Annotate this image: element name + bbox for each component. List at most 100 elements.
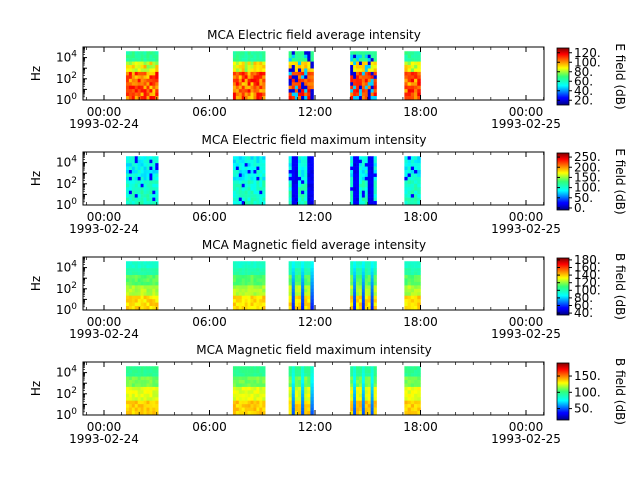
- heat-cell: [131, 92, 136, 97]
- heat-cell: [262, 190, 266, 195]
- heat-cell: [307, 366, 311, 370]
- heat-cell: [310, 373, 314, 377]
- heat-cell: [149, 261, 153, 265]
- heat-cell: [244, 180, 248, 185]
- heat-cell: [140, 397, 144, 401]
- heat-cell: [143, 163, 147, 167]
- heat-cell: [373, 96, 377, 100]
- heat-cell: [350, 407, 354, 412]
- heat-cell: [232, 373, 237, 377]
- heat-cell: [259, 285, 263, 290]
- heat-cell: [307, 295, 311, 300]
- heat-cell: [358, 397, 363, 401]
- heat-cell: [291, 68, 296, 73]
- heat-cell: [134, 376, 138, 381]
- heat-cell: [128, 390, 133, 395]
- heat-cell: [253, 380, 257, 384]
- heat-cell: [297, 299, 302, 303]
- heat-cell: [404, 306, 408, 310]
- heat-cell: [297, 166, 302, 171]
- heat-cell: [310, 268, 314, 272]
- heat-cell: [367, 61, 371, 66]
- heat-cell: [155, 288, 159, 293]
- heat-cell: [134, 268, 138, 272]
- heat-cell: [235, 170, 240, 174]
- heat-cell: [407, 411, 412, 415]
- heat-cell: [244, 54, 248, 59]
- heat-cell: [244, 78, 248, 83]
- heat-cell: [356, 271, 360, 276]
- heat-cell: [350, 71, 354, 76]
- heat-cell: [367, 390, 371, 395]
- heat-cell: [288, 271, 293, 276]
- heat-cell: [262, 65, 266, 69]
- heat-cell: [232, 54, 237, 59]
- heat-cell: [404, 75, 408, 80]
- heat-cell: [414, 380, 418, 384]
- heat-cell: [404, 369, 408, 374]
- data-block-1: [125, 51, 159, 100]
- heat-cell: [140, 295, 144, 300]
- heat-cell: [149, 65, 153, 69]
- heat-cell: [134, 173, 138, 178]
- heat-cell: [256, 281, 260, 286]
- heat-cell: [417, 407, 421, 412]
- heat-cell: [146, 271, 150, 276]
- heat-cell: [137, 78, 141, 83]
- heat-cell: [417, 170, 421, 174]
- heat-cell: [294, 383, 299, 388]
- heat-cell: [232, 156, 237, 160]
- heat-cell: [140, 176, 144, 181]
- heat-cell: [417, 397, 421, 401]
- heat-cell: [410, 194, 415, 198]
- heat-cell: [410, 61, 415, 66]
- heat-cell: [350, 89, 354, 93]
- heat-cell: [410, 170, 415, 174]
- heat-cell: [417, 264, 421, 269]
- heat-cell: [407, 271, 412, 276]
- heat-cell: [134, 306, 138, 310]
- heat-cell: [247, 302, 251, 307]
- heat-cell: [310, 61, 314, 66]
- heat-cell: [232, 61, 237, 66]
- heat-cell: [291, 292, 296, 296]
- heat-cell: [232, 261, 237, 265]
- heat-cell: [250, 61, 254, 66]
- y-tick-label: 100: [56, 197, 77, 212]
- heat-cell: [238, 159, 243, 164]
- heat-cell: [370, 281, 374, 286]
- heat-cell: [235, 383, 240, 388]
- heat-cell: [350, 194, 354, 198]
- heat-cell: [307, 194, 311, 198]
- heat-cell: [140, 400, 144, 405]
- heat-cell: [125, 166, 130, 171]
- heat-cell: [404, 373, 408, 377]
- heat-cell: [304, 404, 308, 408]
- heat-cell: [155, 264, 159, 269]
- heat-cell: [307, 299, 311, 303]
- heat-cell: [134, 393, 138, 398]
- heat-cell: [247, 285, 251, 290]
- heat-cell: [146, 190, 150, 195]
- heat-cell: [131, 54, 136, 59]
- heat-cell: [310, 393, 314, 398]
- heat-cell: [350, 78, 354, 83]
- heat-cell: [241, 302, 245, 307]
- heat-cell: [358, 170, 363, 174]
- heat-cell: [417, 411, 421, 415]
- heat-cell: [235, 306, 240, 310]
- heat-cell: [259, 295, 263, 300]
- heat-cell: [238, 288, 243, 293]
- heat-cell: [294, 82, 299, 86]
- heat-cell: [364, 271, 369, 276]
- heat-cell: [353, 404, 357, 408]
- heat-cell: [137, 180, 141, 185]
- heat-cell: [247, 383, 251, 388]
- heat-cell: [370, 92, 374, 97]
- heat-cell: [235, 96, 240, 100]
- heat-cell: [247, 411, 251, 415]
- heat-cell: [131, 271, 136, 276]
- heat-cell: [404, 194, 408, 198]
- heat-cell: [407, 197, 412, 202]
- heat-cell: [155, 92, 159, 97]
